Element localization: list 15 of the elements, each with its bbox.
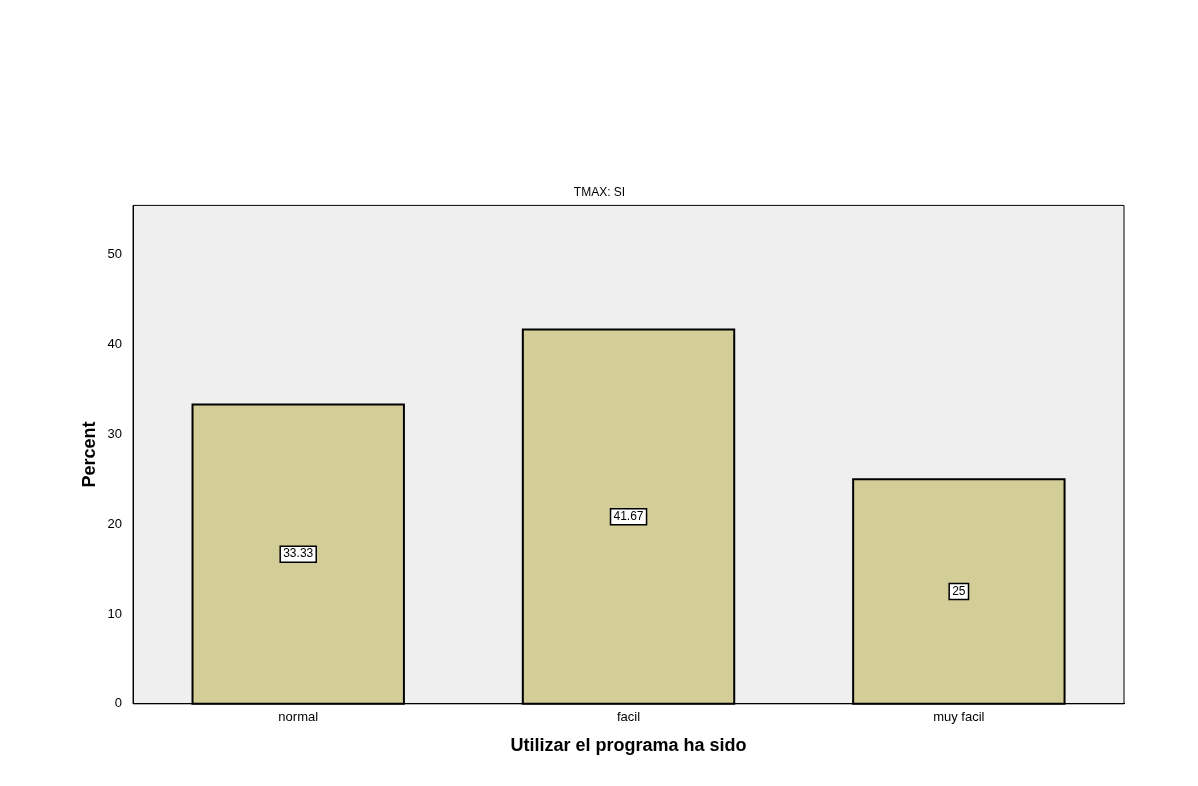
data-label: 41.67 xyxy=(613,509,644,524)
y-tick-label: 50 xyxy=(107,246,123,262)
y-axis-title: Percent xyxy=(78,421,99,488)
x-tick-label: facil xyxy=(616,709,641,725)
x-tick-label: muy facil xyxy=(933,709,985,725)
y-tick-label: 40 xyxy=(107,336,123,352)
y-tick-label: 20 xyxy=(107,515,123,531)
x-axis-title: Utilizar el programa ha sido xyxy=(510,735,747,756)
y-tick-label: 0 xyxy=(114,695,123,711)
x-tick-label: normal xyxy=(278,709,319,725)
data-label: 25 xyxy=(952,583,966,598)
y-tick-label: 10 xyxy=(107,605,123,621)
chart-title: TMAX: SI xyxy=(573,184,626,199)
y-tick-label: 30 xyxy=(107,425,123,441)
data-label: 33.33 xyxy=(283,546,314,561)
